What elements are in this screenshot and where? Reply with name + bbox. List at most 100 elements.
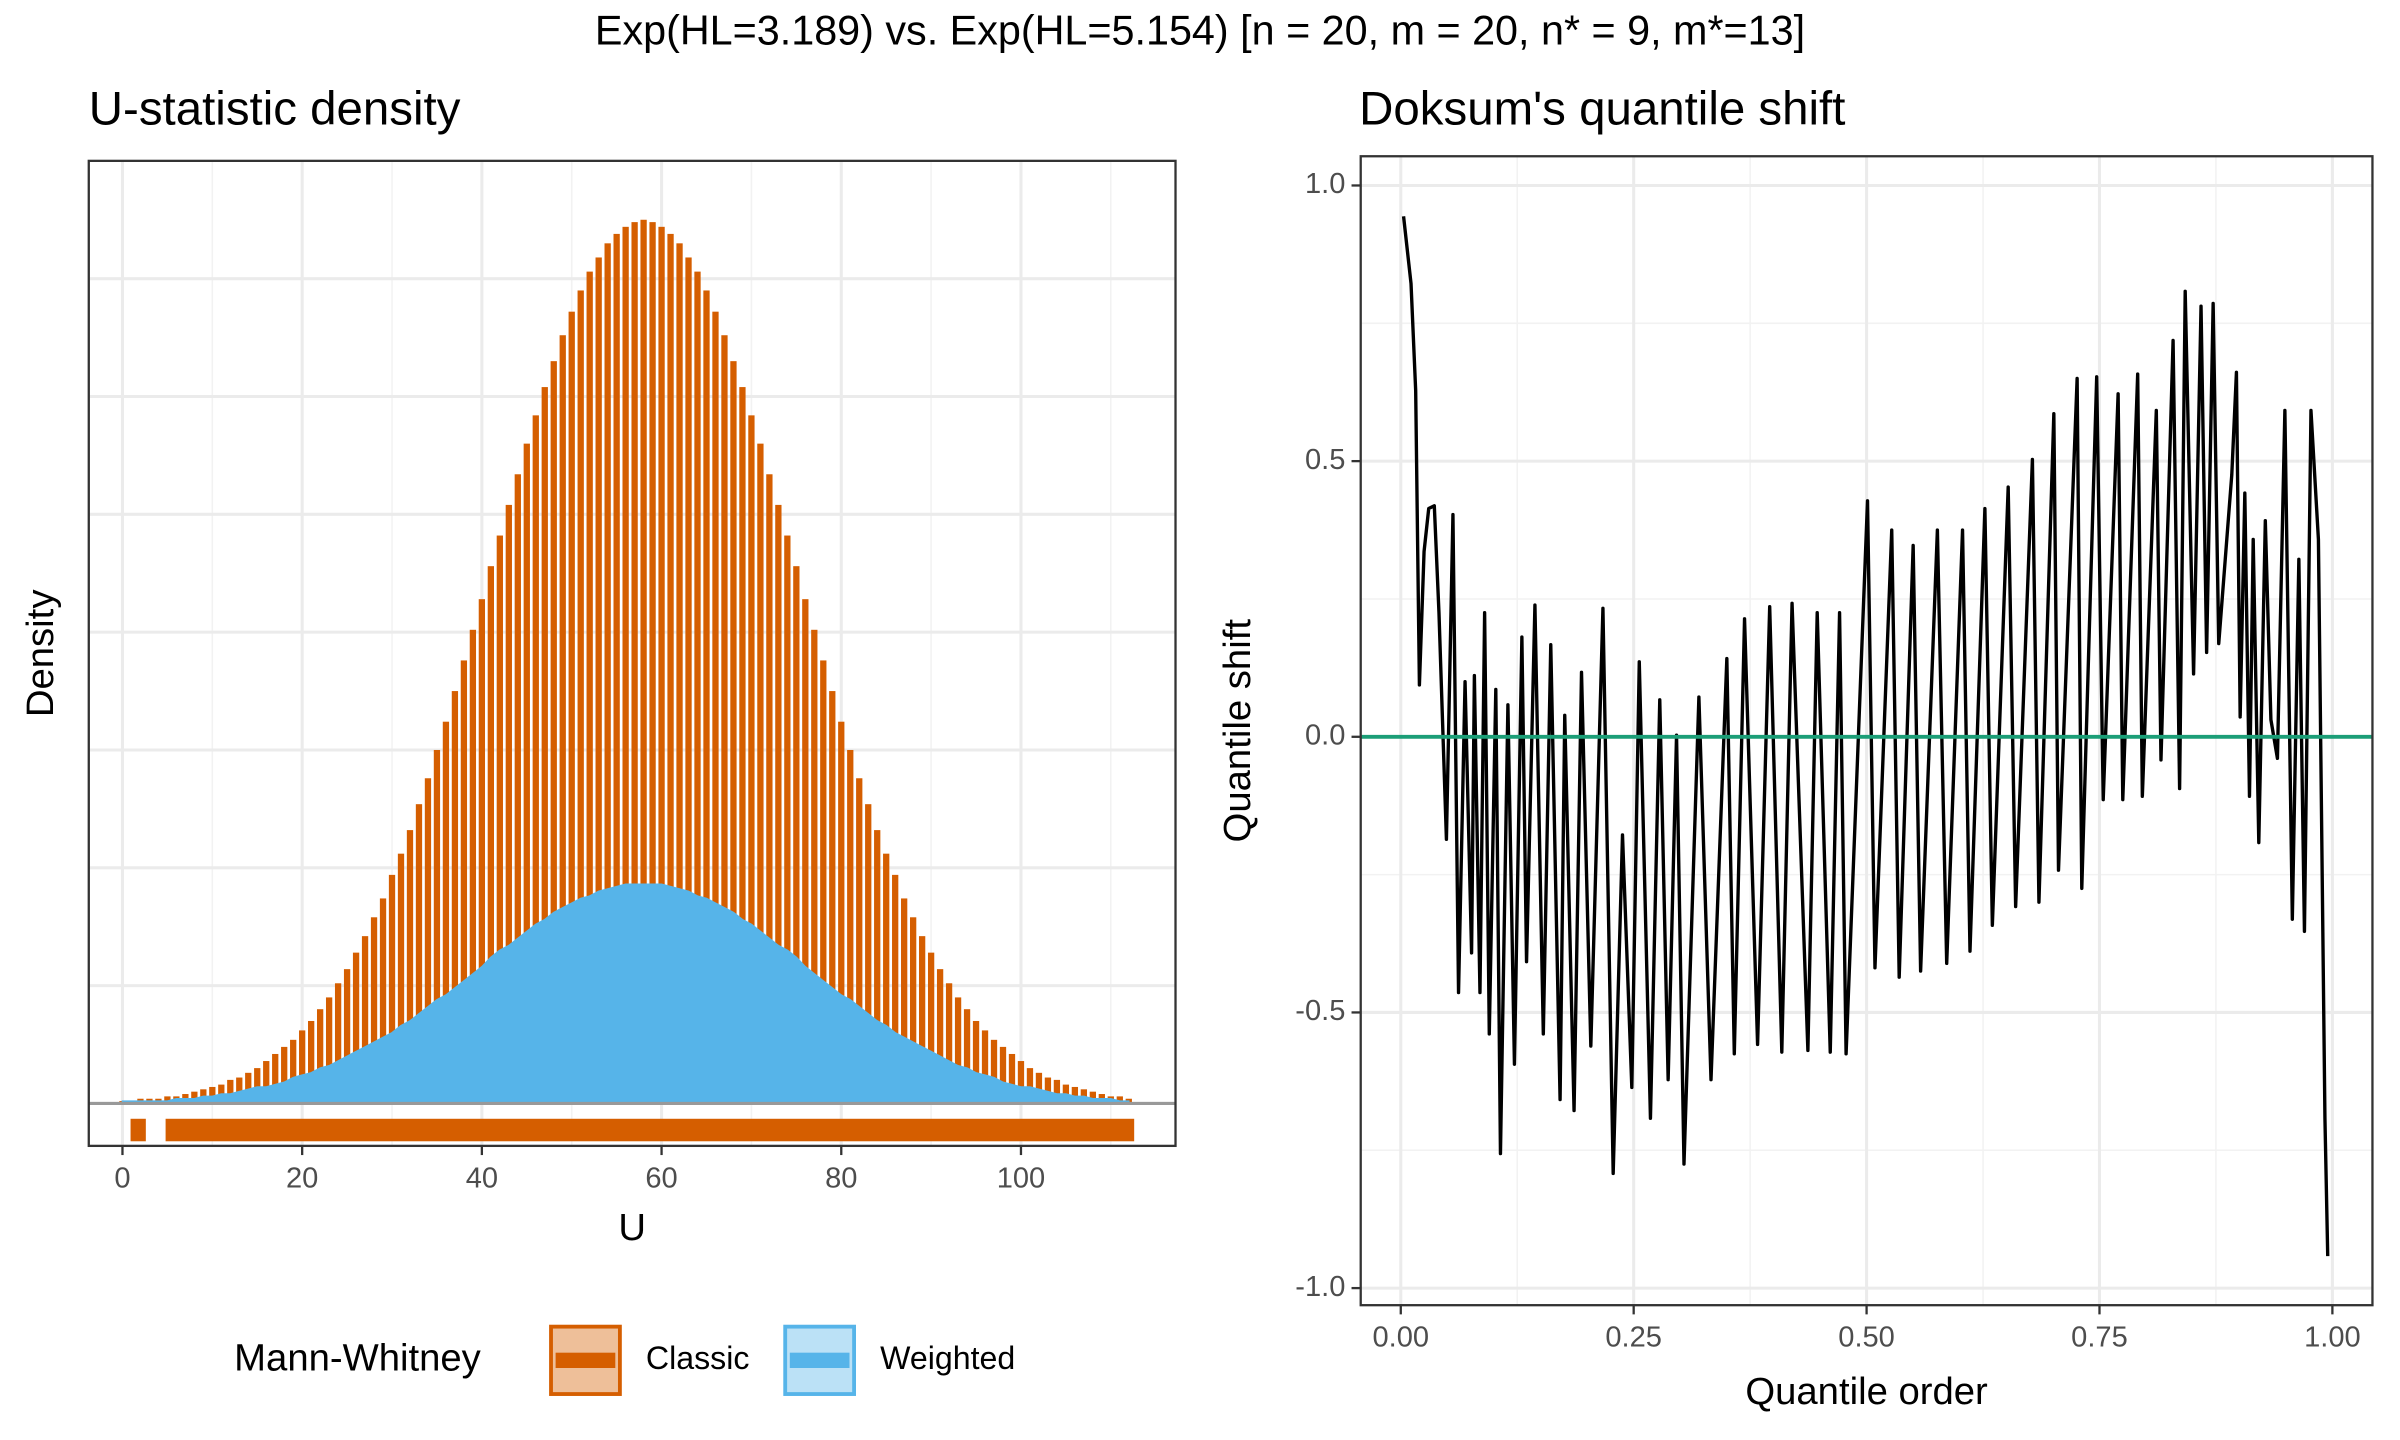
panel: 0 20 40 60 80 100 U-statistic density U Density M… <box>19 82 1177 1396</box>
panel-border <box>87 159 1177 1148</box>
figure-title: Exp(HL=3.189) vs. Exp(HL=5.154) [n = 20,… <box>595 8 1805 54</box>
area <box>121 883 1130 1105</box>
y-axis-title: Density <box>19 589 62 718</box>
bar <box>658 226 665 1104</box>
bar <box>936 969 944 1104</box>
bar <box>910 917 917 1104</box>
bar <box>865 804 872 1104</box>
bar <box>981 1030 989 1104</box>
bar <box>523 443 530 1104</box>
y-tick-label: 0.0 <box>1305 719 1345 751</box>
bar <box>918 936 926 1104</box>
bar <box>469 629 477 1104</box>
bar <box>972 1020 980 1104</box>
bar <box>191 1091 198 1104</box>
bar <box>316 1009 324 1104</box>
bar <box>613 233 620 1104</box>
bar <box>1017 1061 1025 1104</box>
bar <box>757 443 764 1104</box>
y-tick-label: -1.0 <box>1295 1271 1345 1303</box>
y-axis-title: Quantile shift <box>1216 619 1259 843</box>
bar <box>532 415 539 1104</box>
legend-title: Mann-Whitney <box>234 1336 481 1379</box>
x-tick-label: 0.50 <box>1838 1322 1895 1354</box>
bar <box>559 335 566 1104</box>
bar <box>766 474 773 1104</box>
bar <box>954 997 962 1104</box>
bar <box>748 415 755 1104</box>
x-tick-label: 40 <box>466 1162 498 1194</box>
bar <box>209 1086 216 1104</box>
bar <box>1053 1079 1061 1104</box>
bar <box>1071 1086 1079 1104</box>
x-tick-label: 100 <box>997 1162 1045 1194</box>
bar <box>640 219 647 1104</box>
bar <box>874 830 881 1104</box>
bar <box>272 1053 279 1104</box>
bar <box>1035 1072 1043 1104</box>
bar <box>622 226 629 1104</box>
bar <box>245 1072 252 1104</box>
bar <box>739 387 746 1104</box>
bar <box>568 311 575 1104</box>
bar <box>730 361 737 1104</box>
bar <box>514 474 521 1104</box>
bar <box>649 222 656 1104</box>
bar <box>325 997 333 1104</box>
bar <box>442 721 450 1104</box>
x-axis-title: U <box>618 1206 646 1249</box>
bar <box>254 1068 261 1104</box>
bar <box>541 387 548 1104</box>
bar <box>999 1046 1007 1104</box>
y-tick-label: 0.5 <box>1305 444 1345 476</box>
bar <box>811 629 818 1104</box>
panel-title: U-statistic density <box>89 82 461 135</box>
bar <box>460 660 468 1104</box>
bar <box>1008 1053 1016 1104</box>
bar <box>478 599 486 1104</box>
bar <box>838 721 845 1104</box>
x-tick-label: 60 <box>645 1162 677 1194</box>
bar <box>892 874 899 1104</box>
bar <box>424 778 432 1104</box>
bar <box>290 1039 297 1104</box>
bar <box>856 778 863 1104</box>
bar <box>433 749 441 1104</box>
bar <box>550 361 557 1104</box>
bar <box>784 535 791 1104</box>
bar <box>829 691 836 1104</box>
bar <box>901 898 908 1104</box>
bar <box>721 335 728 1104</box>
bar <box>343 969 351 1104</box>
line <box>1401 216 2330 1257</box>
bar <box>451 691 459 1104</box>
bar <box>227 1079 234 1104</box>
x-tick-label: 0.25 <box>1605 1322 1662 1354</box>
x-tick-label: 0.75 <box>2071 1322 2128 1354</box>
bar <box>927 952 935 1104</box>
bar <box>334 983 342 1104</box>
legend-label: Classic <box>646 1340 750 1376</box>
bar <box>847 749 854 1104</box>
y-tick-label: 1.0 <box>1305 168 1345 200</box>
x-axis-title: Quantile order <box>1745 1370 1988 1413</box>
panel: 0.00 0.25 0.50 0.75 1.00 -1.0 -0.5 0.0 0.5 1.0 Dok… <box>1216 82 2374 1413</box>
bar <box>370 917 378 1104</box>
bar <box>604 243 611 1104</box>
bar <box>352 952 360 1104</box>
panel-border <box>1359 155 2374 1307</box>
bar <box>820 660 827 1104</box>
bar <box>685 257 692 1104</box>
x-tick-label: 80 <box>825 1162 857 1194</box>
bar <box>631 222 638 1104</box>
bar <box>712 311 719 1104</box>
y-tick-label: -0.5 <box>1295 995 1345 1027</box>
bar <box>990 1039 998 1104</box>
bar <box>775 504 782 1104</box>
bar <box>361 936 369 1104</box>
legend-key-bar <box>789 1352 850 1368</box>
legend-label: Weighted <box>880 1340 1015 1376</box>
bar <box>1044 1077 1052 1104</box>
bar <box>1089 1091 1096 1104</box>
